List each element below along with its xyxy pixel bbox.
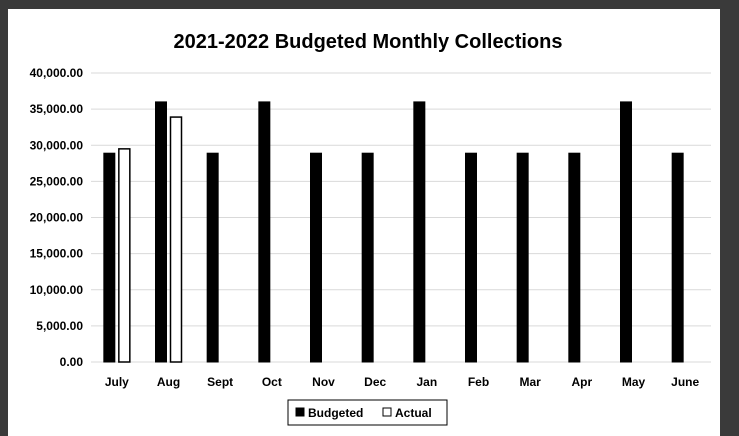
legend-swatch-budgeted bbox=[295, 407, 305, 417]
y-tick-label: 20,000.00 bbox=[30, 211, 84, 225]
x-tick-label: Nov bbox=[312, 375, 335, 389]
y-tick-label: 5,000.00 bbox=[36, 319, 83, 333]
chart-title: 2021-2022 Budgeted Monthly Collections bbox=[174, 31, 563, 53]
y-tick-label: 0.00 bbox=[60, 355, 84, 369]
legend-label-budgeted: Budgeted bbox=[308, 406, 363, 420]
y-tick-label: 40,000.00 bbox=[30, 66, 84, 80]
y-tick-label: 15,000.00 bbox=[30, 247, 84, 261]
bar-budgeted-mar bbox=[516, 152, 529, 363]
legend-swatch-actual bbox=[382, 407, 392, 417]
bar-actual-aug bbox=[169, 116, 183, 363]
bar-budgeted-dec bbox=[361, 152, 374, 363]
bar-budgeted-aug bbox=[155, 101, 167, 363]
x-tick-label: Feb bbox=[468, 375, 489, 389]
x-tick-label: May bbox=[622, 375, 646, 389]
bar-budgeted-feb bbox=[465, 152, 477, 363]
legend: Budgeted Actual bbox=[287, 399, 448, 426]
legend-box bbox=[287, 399, 448, 426]
bar-budgeted-nov bbox=[310, 152, 322, 363]
y-tick-label: 35,000.00 bbox=[30, 102, 84, 116]
x-tick-label: July bbox=[105, 375, 129, 389]
x-tick-label: Dec bbox=[364, 375, 386, 389]
y-tick-label: 30,000.00 bbox=[30, 138, 84, 152]
bar-budgeted-sept bbox=[206, 152, 219, 363]
x-tick-label: Mar bbox=[519, 375, 541, 389]
bar-budgeted-july bbox=[103, 152, 116, 363]
bar-actual-july bbox=[118, 148, 131, 363]
gridlines bbox=[91, 72, 711, 363]
bar-budgeted-jan bbox=[413, 101, 426, 363]
y-tick-label: 25,000.00 bbox=[30, 174, 84, 188]
bar-budgeted-may bbox=[620, 101, 632, 363]
y-tick-label: 10,000.00 bbox=[30, 283, 84, 297]
legend-label-actual: Actual bbox=[395, 406, 432, 420]
x-axis-ticks: July Aug Sept Oct Nov Dec Jan Feb Mar Apr May June bbox=[105, 375, 700, 389]
x-tick-label: Oct bbox=[262, 375, 282, 389]
bar-budgeted-oct bbox=[258, 101, 271, 363]
bars bbox=[103, 101, 684, 363]
y-axis-ticks: 0.00 5,000.00 10,000.00 15,000.00 20,000.00 2… bbox=[30, 66, 84, 369]
bar-budgeted-apr bbox=[568, 152, 581, 363]
x-tick-label: Sept bbox=[207, 375, 233, 389]
bar-budgeted-june bbox=[671, 152, 684, 363]
x-tick-label: Jan bbox=[416, 375, 437, 389]
x-tick-label: June bbox=[671, 375, 699, 389]
x-tick-label: Aug bbox=[157, 375, 180, 389]
x-tick-label: Apr bbox=[571, 375, 592, 389]
